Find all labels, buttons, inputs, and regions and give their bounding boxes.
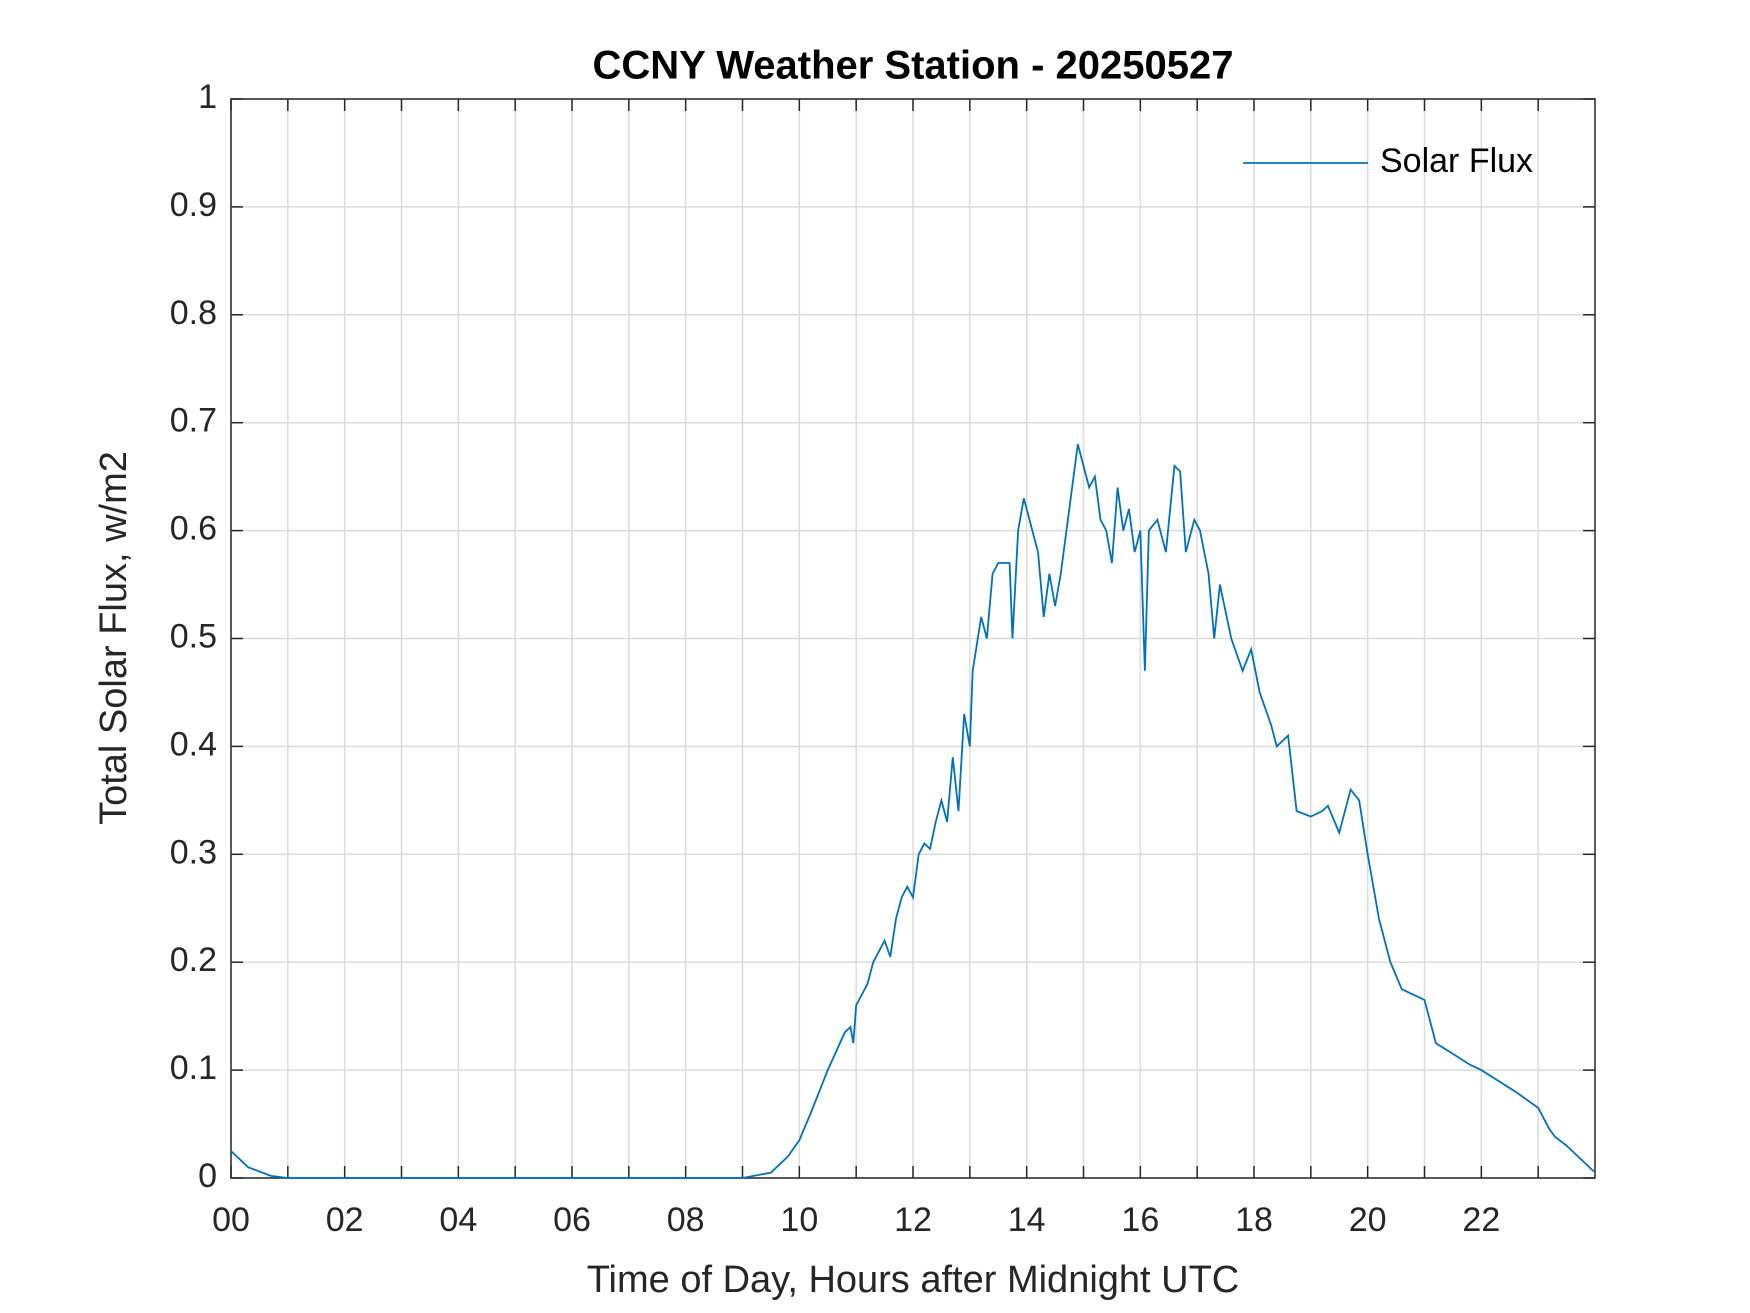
x-tick-label: 10 (780, 1201, 818, 1239)
data-line (230, 444, 1595, 1179)
y-tick-label: 0.9 (170, 186, 217, 224)
y-tick-label: 0.6 (170, 510, 217, 548)
x-tick-label: 18 (1235, 1201, 1273, 1239)
y-tick-label: 0.4 (170, 725, 217, 763)
x-tick-label: 22 (1462, 1201, 1500, 1239)
x-tick-label: 16 (1121, 1201, 1159, 1239)
x-tick-label: 02 (326, 1201, 364, 1239)
legend-label: Solar Flux (1380, 142, 1533, 180)
plot-frame (230, 98, 1596, 1179)
x-tick-label: 06 (553, 1201, 591, 1239)
y-axis-label: Total Solar Flux, w/m2 (93, 451, 135, 825)
y-tick-label: 0 (198, 1157, 217, 1195)
chart-title: CCNY Weather Station - 20250527 (593, 44, 1234, 88)
y-tick-label: 0.8 (170, 294, 217, 332)
y-tick-label: 0.3 (170, 833, 217, 871)
x-axis-label: Time of Day, Hours after Midnight UTC (587, 1259, 1240, 1301)
y-tick-label: 1 (198, 78, 217, 116)
x-tick-label: 04 (439, 1201, 477, 1239)
x-tick-label: 12 (894, 1201, 932, 1239)
x-tick-label: 08 (667, 1201, 705, 1239)
x-tick-label: 14 (1008, 1201, 1046, 1239)
y-tick-label: 0.2 (170, 941, 217, 979)
y-tick-label: 0.7 (170, 402, 217, 440)
y-tick-label: 0.1 (170, 1049, 217, 1087)
y-tick-label: 0.5 (170, 617, 217, 655)
x-tick-label: 20 (1349, 1201, 1387, 1239)
x-tick-label: 00 (212, 1201, 250, 1239)
